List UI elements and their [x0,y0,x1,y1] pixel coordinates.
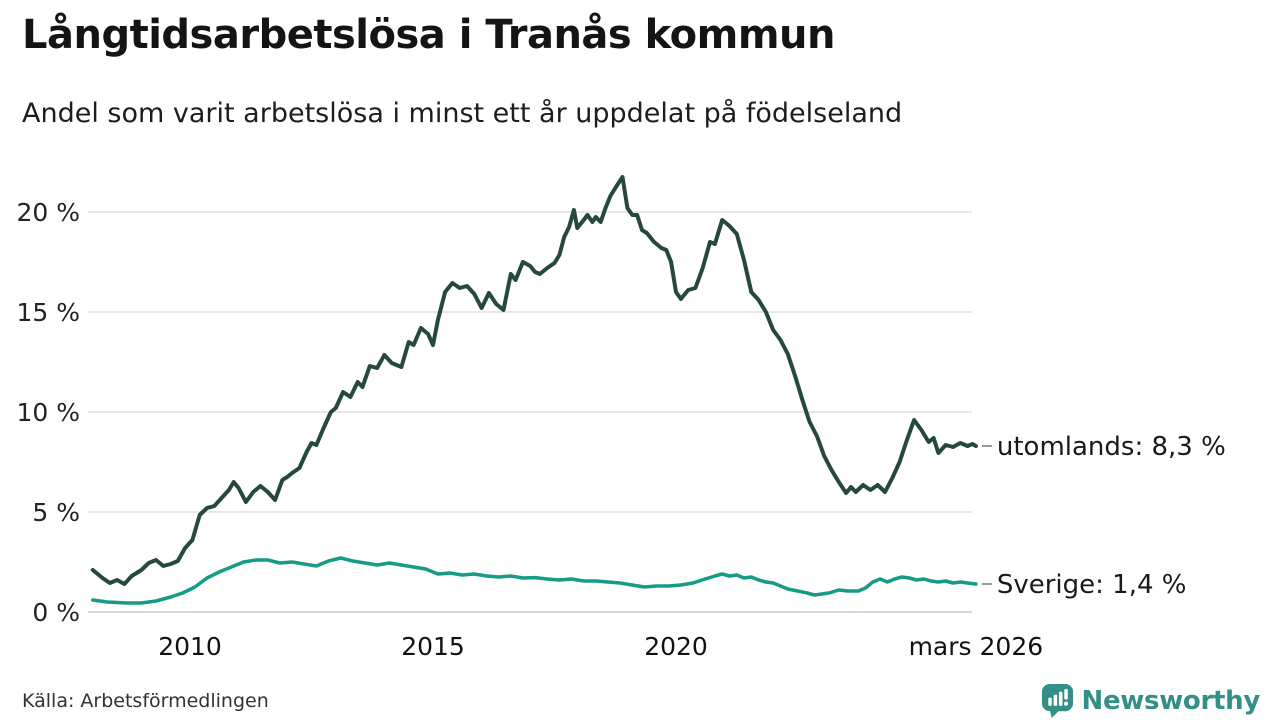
y-tick-label: 15 % [16,298,80,327]
newsworthy-logo-icon [1041,683,1073,718]
x-tick-label: 2010 [158,632,222,661]
series-sverige-line [91,556,978,605]
y-tick-label: 5 % [32,498,80,527]
series-utomlands-line [90,175,978,586]
chart-subtitle: Andel som varit arbetslösa i minst ett å… [22,98,903,129]
y-tick-label: 0 % [32,598,80,627]
source-note: Källa: Arbetsförmedlingen [22,690,269,712]
x-tick-label: mars 2026 [909,632,1044,661]
newsworthy-brand: Newsworthy [1040,682,1260,719]
series-label-sverige: Sverige: 1,4 % [997,570,1187,600]
x-tick-label: 2020 [644,632,708,661]
y-tick-label: 10 % [16,398,80,427]
x-tick-label: 2015 [401,632,465,661]
series-label-utomlands: utomlands: 8,3 % [997,432,1226,462]
y-tick-label: 20 % [16,198,80,227]
newsworthy-logo-text: Newsworthy [1081,685,1261,716]
line-chart: 0 % 5 % 10 % 15 % 20 % 2010 2015 2020 mars 2026 u… [16,175,1226,661]
chart-title: Långtidsarbetslösa i Tranås kommun [22,12,835,58]
